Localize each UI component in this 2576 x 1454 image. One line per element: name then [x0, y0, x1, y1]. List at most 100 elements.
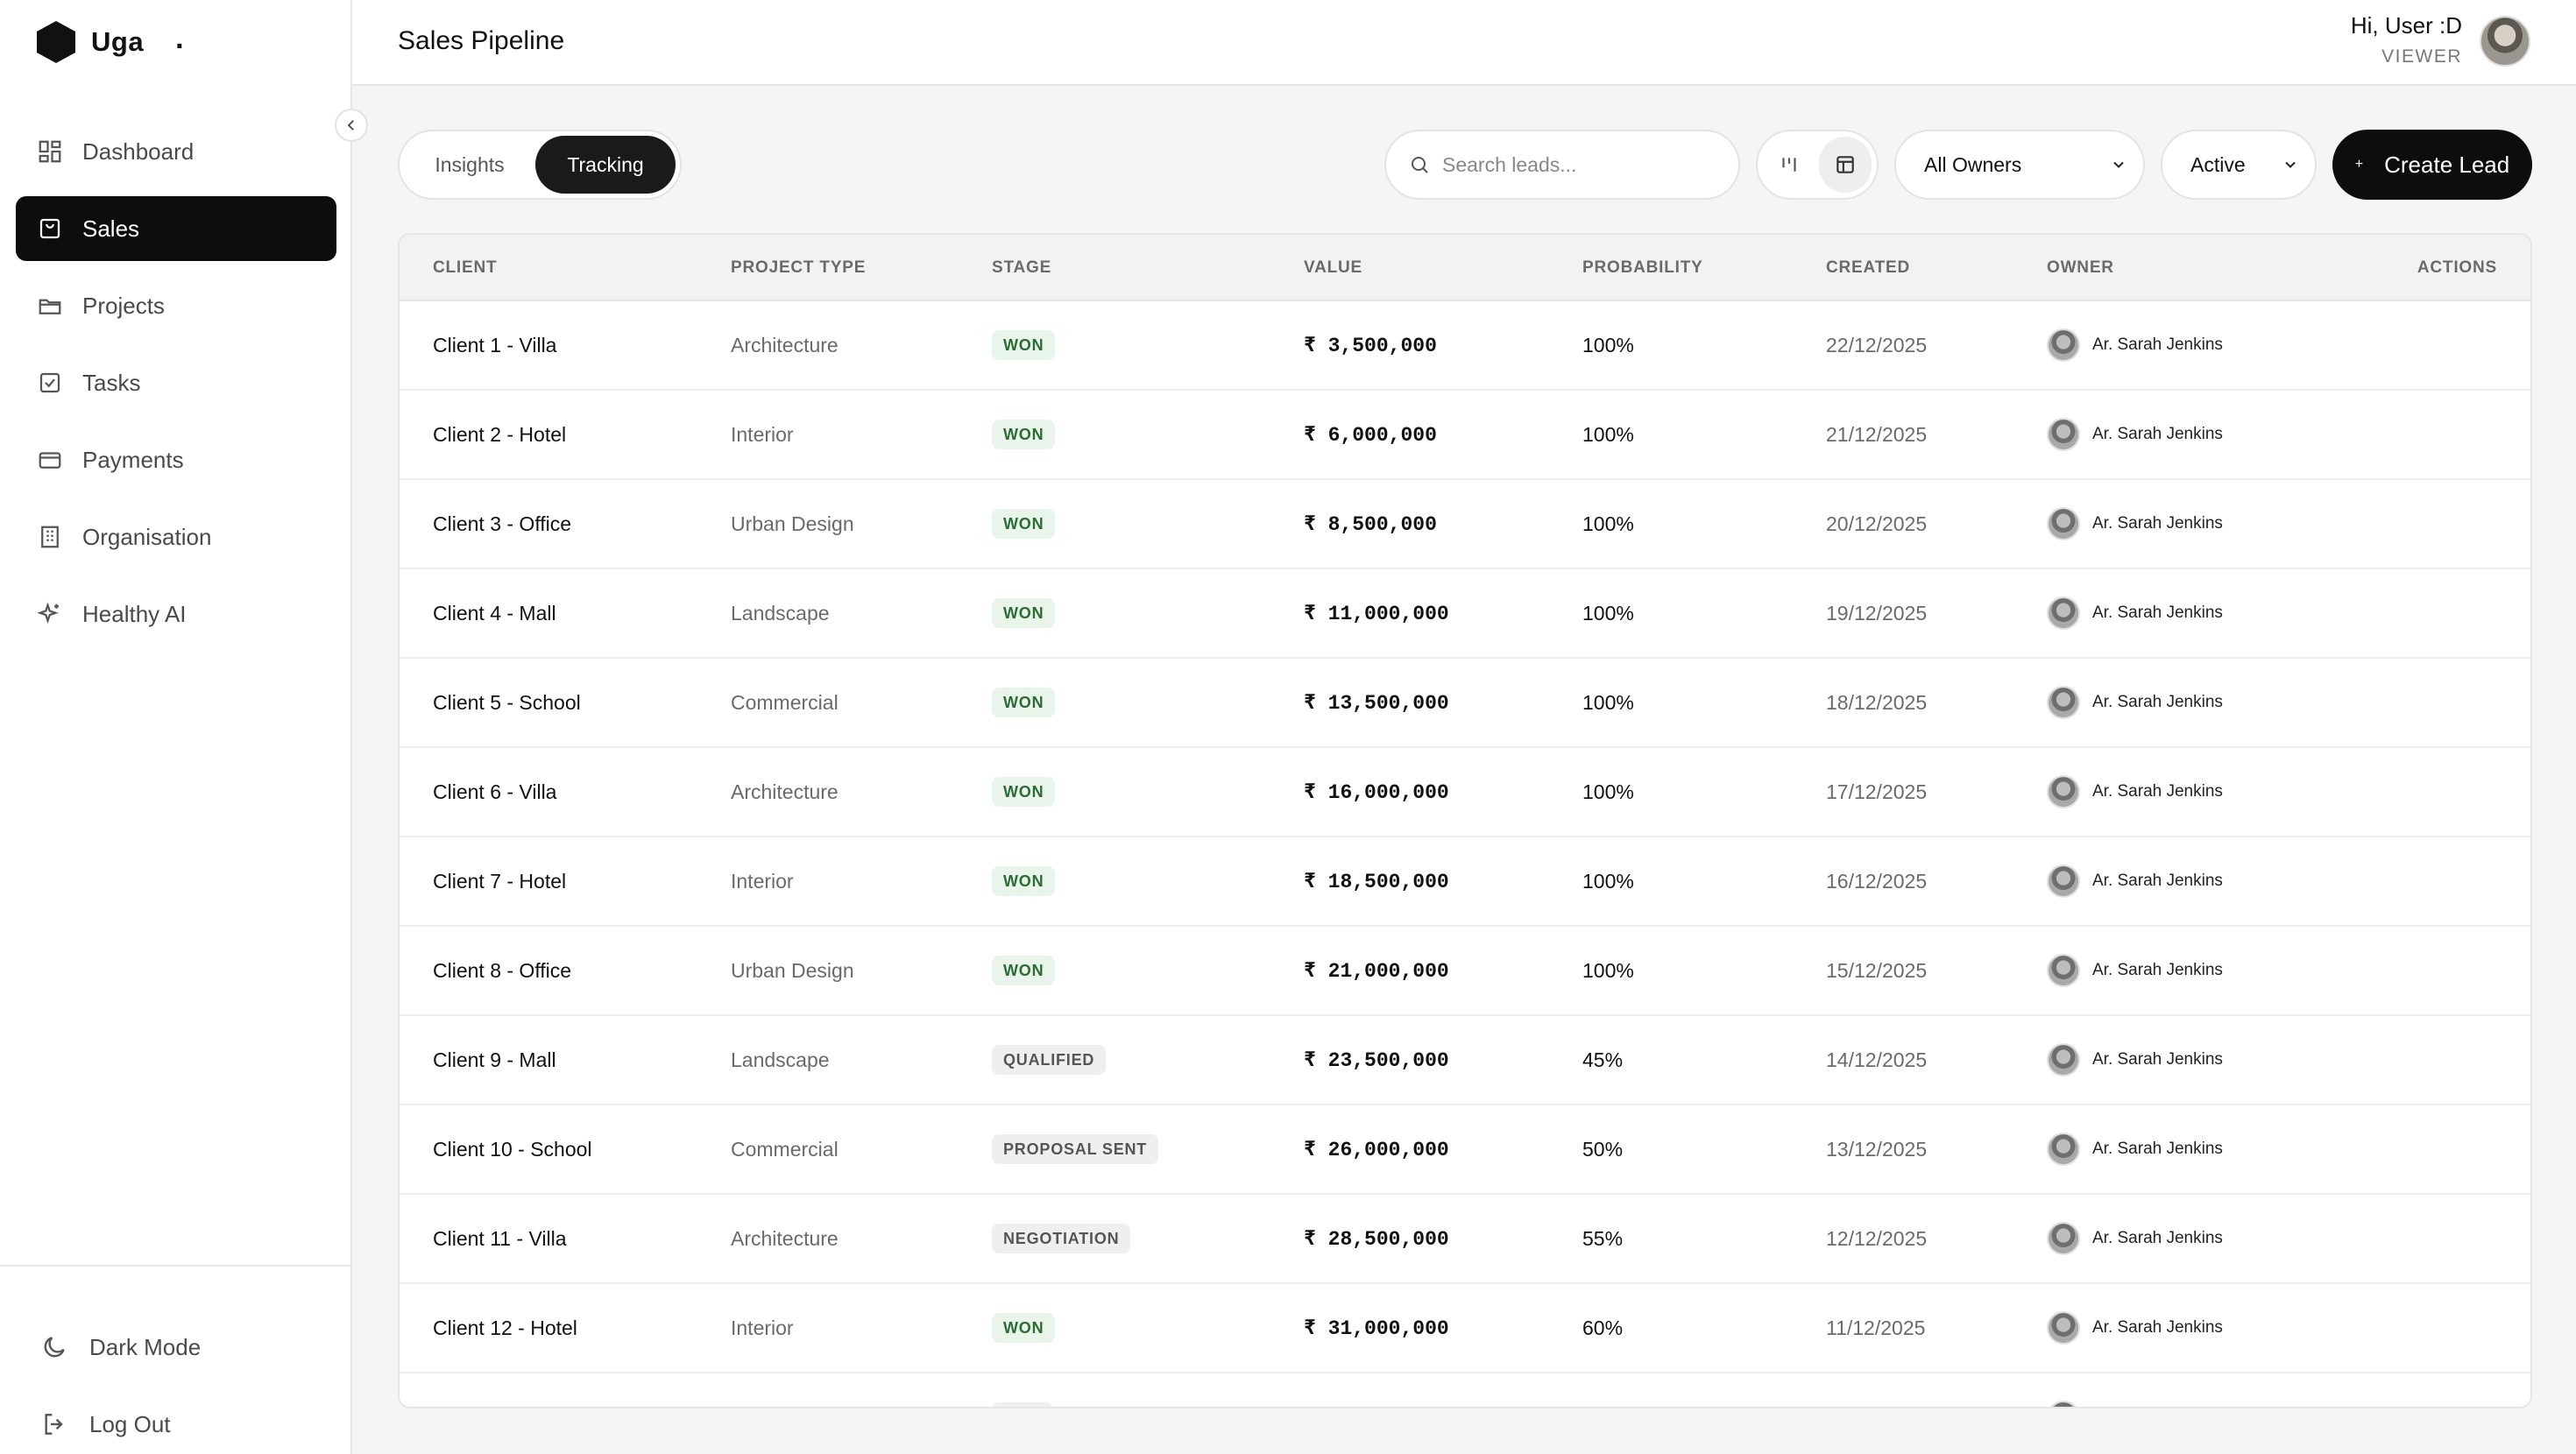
- client-name[interactable]: Client 12 - Hotel: [433, 1316, 577, 1339]
- owner-name: Ar. Sarah Jenkins: [2092, 335, 2223, 354]
- stage-cell: WON: [992, 480, 1056, 568]
- table-view-button[interactable]: [1819, 137, 1872, 193]
- create-lead-button[interactable]: + Create Lead: [2332, 130, 2532, 200]
- table-row[interactable]: Client 12 - Hotel Interior WON ₹ 31,000,000…: [400, 1284, 2530, 1373]
- owner-name: Ar. Sarah Jenkins: [2092, 872, 2223, 890]
- column-header-created[interactable]: CREATED: [1826, 258, 1911, 277]
- owner-filter-select[interactable]: All Owners: [1894, 130, 2145, 200]
- table-row[interactable]: Client 3 - Office Urban Design WON ₹ 8,500,…: [400, 480, 2530, 569]
- sidebar-item-organisation[interactable]: Organisation: [16, 505, 336, 569]
- column-header-stage[interactable]: STAGE: [992, 258, 1052, 277]
- project-type: Interior: [731, 869, 794, 893]
- table-row[interactable]: Client 1 - Villa Architecture WON ₹ 3,500,0…: [400, 301, 2530, 391]
- client-name[interactable]: Client 1 - Villa: [433, 333, 557, 356]
- owner-filter-value: All Owners: [1924, 152, 2022, 176]
- stage-cell: WON: [992, 1284, 1056, 1372]
- column-header-client[interactable]: CLIENT: [433, 258, 498, 277]
- owner-name: Ar. Sarah Jenkins: [2092, 1050, 2223, 1069]
- search-input[interactable]: [1442, 152, 1723, 177]
- brand-name: Uga: [91, 26, 145, 57]
- tab-insights[interactable]: Insights: [435, 152, 505, 176]
- table-row[interactable]: Client 7 - Hotel Interior WON ₹ 18,500,000 1…: [400, 837, 2530, 927]
- owner-cell: Ar. Sarah Jenkins: [2047, 837, 2223, 925]
- created-date: 20/12/2025: [1826, 512, 1928, 535]
- table-row[interactable]: Client 2 - Hotel Interior WON ₹ 6,000,000 10…: [400, 391, 2530, 480]
- sidebar-item-dashboard[interactable]: Dashboard: [16, 119, 336, 184]
- table-row[interactable]: Client 4 - Mall Landscape WON ₹ 11,000,000 1…: [400, 569, 2530, 659]
- sidebar-item-healthy-ai[interactable]: Healthy AI: [16, 582, 336, 646]
- user-avatar[interactable]: [2480, 16, 2530, 67]
- sidebar-item-payments[interactable]: Payments: [16, 427, 336, 492]
- client-name[interactable]: Client 7 - Hotel: [433, 869, 567, 893]
- project-type: Architecture: [731, 780, 839, 803]
- layout-toggle: [1756, 130, 1879, 200]
- hexagon-logo-icon: [37, 21, 75, 63]
- table-row[interactable]: Client 6 - Villa Architecture WON ₹ 16,000,…: [400, 748, 2530, 837]
- owner-avatar: [2047, 954, 2080, 987]
- table-row[interactable]: Client 9 - Mall Landscape QUALIFIED ₹ 23,50…: [400, 1016, 2530, 1105]
- client-name[interactable]: Client 8 - Office: [433, 958, 572, 982]
- table-row[interactable]: Client 8 - Office Urban Design WON ₹ 21,000…: [400, 927, 2530, 1016]
- probability: 100%: [1582, 333, 1634, 356]
- client-name[interactable]: Client 9 - Mall: [433, 1048, 556, 1071]
- client-name[interactable]: Client 3 - Office: [433, 512, 572, 535]
- client-name[interactable]: Client 5 - School: [433, 690, 581, 714]
- table-row[interactable]: Client 10 - School Commercial PROPOSAL SEN…: [400, 1105, 2530, 1195]
- created-date: 14/12/2025: [1826, 1048, 1928, 1071]
- tab-tracking[interactable]: Tracking: [535, 136, 676, 194]
- owner-cell: Ar. Sarah Jenkins: [2047, 1016, 2223, 1104]
- logout-label: Log Out: [89, 1410, 171, 1437]
- table-row[interactable]: Client 13 - Office Urban Design NEW ₹ 33,50…: [400, 1373, 2530, 1408]
- owner-avatar: [2047, 775, 2080, 808]
- stage-cell: QUALIFIED: [992, 1016, 1107, 1104]
- sidebar-item-sales[interactable]: Sales: [16, 196, 336, 261]
- owner-avatar: [2047, 418, 2080, 451]
- column-header-value[interactable]: VALUE: [1304, 258, 1362, 277]
- dark-mode-label: Dark Mode: [89, 1333, 202, 1360]
- brand-logo[interactable]: Uga .: [37, 21, 184, 63]
- client-name[interactable]: Client 2 - Hotel: [433, 422, 567, 446]
- client-name[interactable]: Client 4 - Mall: [433, 601, 556, 625]
- sidebar: Uga . Dashboard Sales Projects Tasks Pay…: [0, 0, 352, 1454]
- stage-cell: WON: [992, 927, 1056, 1014]
- user-info: Hi, User :D VIEWER: [2351, 12, 2462, 67]
- stage-badge: QUALIFIED: [992, 1045, 1107, 1075]
- column-header-project-type[interactable]: PROJECT TYPE: [731, 258, 867, 277]
- project-type: Landscape: [731, 601, 830, 625]
- logout-button[interactable]: Log Out: [40, 1405, 171, 1443]
- owner-avatar: [2047, 507, 2080, 540]
- deal-value: ₹ 13,500,000: [1304, 691, 1449, 715]
- sidebar-item-label: Sales: [82, 215, 140, 242]
- column-header-owner[interactable]: OWNER: [2047, 258, 2114, 277]
- deal-value: ₹ 23,500,000: [1304, 1048, 1449, 1072]
- sidebar-item-tasks[interactable]: Tasks: [16, 350, 336, 415]
- project-type: Interior: [731, 422, 794, 446]
- client-name[interactable]: Client 11 - Villa: [433, 1226, 567, 1250]
- sidebar-item-projects[interactable]: Projects: [16, 273, 336, 338]
- sidebar-item-label: Organisation: [82, 523, 212, 550]
- client-name[interactable]: Client 6 - Villa: [433, 780, 557, 803]
- owner-avatar: [2047, 1043, 2080, 1076]
- kanban-view-button[interactable]: [1763, 137, 1815, 193]
- stage-badge: WON: [992, 420, 1056, 449]
- column-header-actions: ACTIONS: [2417, 258, 2497, 277]
- status-filter-select[interactable]: Active: [2161, 130, 2317, 200]
- deal-value: ₹ 16,000,000: [1304, 780, 1449, 804]
- client-name[interactable]: Client 10 - School: [433, 1137, 592, 1161]
- stage-badge: WON: [992, 956, 1056, 985]
- column-header-probability[interactable]: PROBABILITY: [1582, 258, 1703, 277]
- table-row[interactable]: Client 5 - School Commercial WON ₹ 13,500,0…: [400, 659, 2530, 748]
- probability: 100%: [1582, 958, 1634, 982]
- owner-cell: Ar. Sarah Jenkins: [2047, 391, 2223, 478]
- search-box: [1384, 130, 1740, 200]
- sidebar-collapse-button[interactable]: [335, 109, 368, 142]
- table-row[interactable]: Client 11 - Villa Architecture NEGOTIATION…: [400, 1195, 2530, 1284]
- client-name[interactable]: Client 13 - Office: [433, 1373, 583, 1408]
- owner-avatar: [2047, 865, 2080, 898]
- created-date: 13/12/2025: [1826, 1137, 1928, 1161]
- stage-cell: WON: [992, 659, 1056, 746]
- dark-mode-toggle[interactable]: Dark Mode: [40, 1328, 201, 1366]
- user-role: VIEWER: [2381, 46, 2462, 67]
- probability: 100%: [1582, 780, 1634, 803]
- stage-badge: WON: [992, 688, 1056, 717]
